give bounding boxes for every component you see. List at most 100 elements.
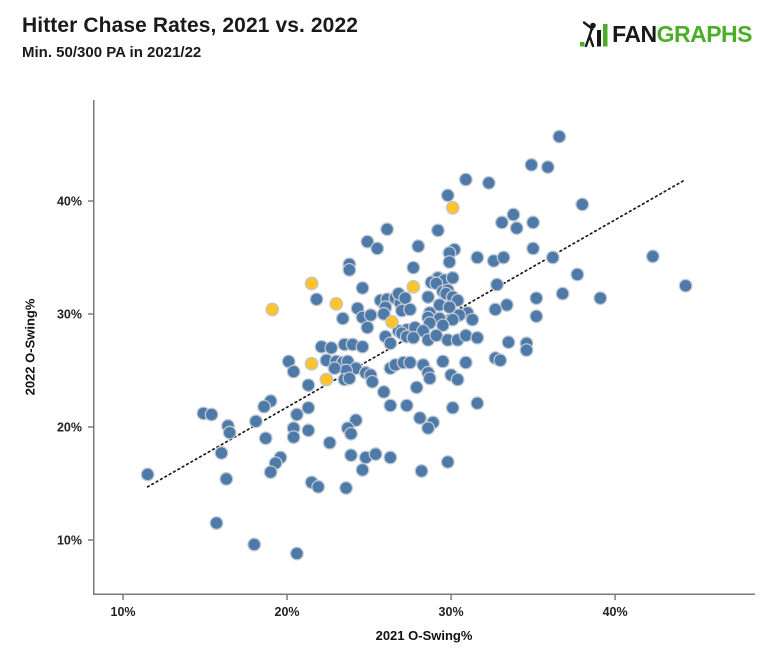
x-axis-label: 2021 O-Swing% [375, 628, 473, 643]
data-point-hitters [383, 336, 398, 351]
data-point-hitters [540, 160, 555, 175]
data-point-hitters [555, 286, 570, 301]
data-point-hitters [383, 398, 398, 413]
y-tick-label: 20% [57, 420, 82, 434]
data-point-hitters [509, 221, 524, 236]
data-point-hitters [422, 371, 437, 386]
y-tick-label: 10% [57, 533, 82, 547]
data-point-hitters [499, 298, 514, 312]
data-point-hitters [414, 464, 429, 479]
data-point-hitters [360, 234, 375, 249]
data-point-hitters [552, 129, 567, 144]
data-point-hitters [570, 267, 585, 282]
data-point-hitters [494, 215, 509, 230]
data-point-hitters [421, 290, 436, 305]
data-point-hitters [342, 262, 357, 277]
data-point-hitters [383, 450, 398, 465]
data-point-hitters [442, 255, 457, 269]
data-point-hitters [339, 481, 354, 495]
data-point-hitters [204, 407, 219, 422]
data-point-hitters [501, 335, 516, 350]
data-point-hitters [490, 277, 504, 292]
data-point-hitters [440, 455, 455, 469]
data-point-hitters [409, 380, 424, 395]
data-point-hitters [399, 398, 414, 413]
data-point-hitters [355, 339, 370, 354]
data-point-hitters [398, 291, 413, 306]
logo-fan-text: FAN [612, 20, 657, 47]
data-point-hitters [506, 207, 521, 222]
data-point-hitters [411, 239, 426, 254]
data-point-hitters [593, 291, 608, 306]
data-point-hitters [406, 330, 421, 345]
data-point-hitters [342, 371, 357, 386]
data-point-hitters [450, 372, 465, 387]
y-tick-label: 30% [57, 307, 82, 321]
data-point-hitters [263, 465, 278, 480]
data-point-hitters [355, 281, 370, 295]
data-point-highlighted [406, 279, 421, 294]
data-point-hitters [322, 435, 337, 450]
data-point-hitters [678, 278, 693, 293]
data-point-hitters [524, 157, 539, 172]
data-point-hitters [380, 222, 395, 237]
x-tick-label: 30% [439, 605, 464, 619]
data-point-hitters [335, 311, 350, 326]
x-tick-label: 10% [111, 605, 136, 619]
data-point-hitters [309, 292, 324, 307]
data-point-hitters [301, 378, 316, 393]
data-point-hitters [376, 385, 391, 399]
y-tick-label: 40% [57, 195, 82, 209]
data-point-hitters [344, 448, 358, 463]
data-point-hitters [365, 374, 380, 389]
data-point-hitters [470, 330, 485, 345]
data-point-hitters [327, 361, 342, 376]
data-point-hitters [545, 250, 560, 265]
data-point-hitters [458, 172, 473, 187]
data-point-hitters [355, 462, 370, 477]
data-point-hitters [526, 241, 541, 256]
data-point-hitters [442, 300, 457, 315]
data-point-hitters [222, 425, 237, 440]
data-point-highlighted [319, 372, 334, 387]
data-point-hitters [209, 516, 224, 530]
data-point-hitters [526, 215, 541, 230]
data-point-hitters [344, 426, 358, 441]
data-point-hitters [403, 355, 418, 370]
scatter-plot-svg: 10% 20% 30% 40% 10% 20% 30% 40% [57, 100, 755, 619]
data-point-highlighted [265, 302, 280, 317]
data-point-hitters [529, 291, 544, 306]
data-point-hitters [575, 197, 590, 212]
data-point-hitters [493, 353, 508, 368]
data-point-hitters [247, 537, 262, 552]
data-point-hitters [645, 249, 660, 264]
data-point-highlighted [329, 296, 344, 311]
data-point-highlighted [304, 356, 319, 371]
data-point-hitters [430, 223, 445, 238]
data-point-hitters [360, 320, 375, 335]
data-point-hitters [470, 396, 485, 411]
data-point-hitters [363, 308, 378, 323]
data-point-hitters [370, 241, 385, 256]
logo-graphs-text: GRAPHS [656, 20, 753, 47]
x-tick-label: 40% [603, 605, 628, 619]
data-point-hitters [445, 270, 460, 285]
data-point-hitters [429, 328, 444, 343]
chart-subtitle: Min. 50/300 PA in 2021/22 [22, 44, 202, 61]
data-point-hitters [324, 340, 339, 355]
data-point-hitters [440, 188, 455, 203]
data-point-hitters [289, 407, 304, 422]
data-point-hitters [403, 302, 418, 317]
data-point-hitters [458, 355, 473, 370]
data-point-hitters [465, 312, 480, 327]
data-point-hitters [412, 410, 427, 425]
y-axis-label: 2022 O-Swing% [22, 298, 38, 396]
data-point-hitters [406, 260, 421, 275]
data-point-hitters [421, 421, 436, 436]
data-point-hitters [286, 364, 301, 379]
data-point-hitters [529, 309, 544, 324]
data-point-hitters [214, 446, 229, 460]
data-point-hitters [257, 399, 272, 414]
data-point-hitters [219, 472, 234, 486]
